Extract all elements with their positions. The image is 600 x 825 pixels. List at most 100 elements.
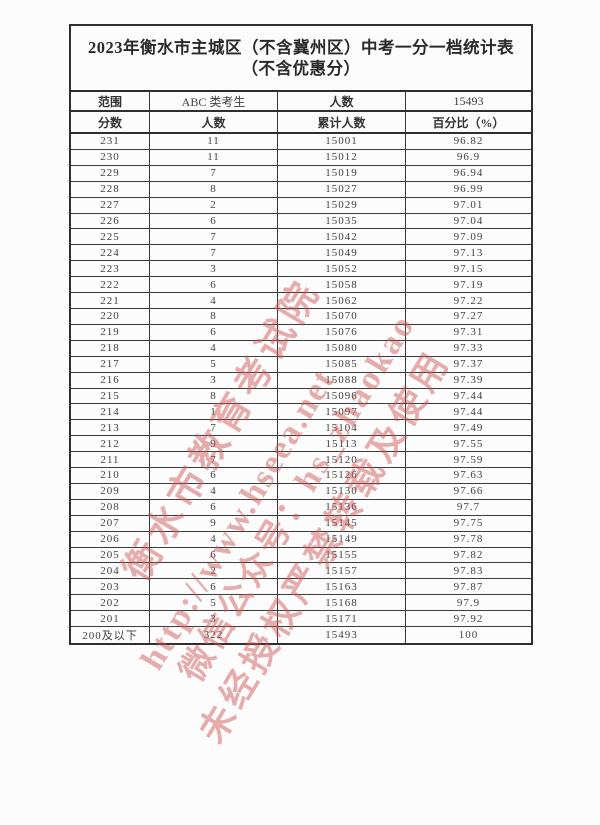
count-cell: 3: [150, 611, 278, 627]
score-cell: 226: [71, 213, 150, 229]
cumulative-cell: 15136: [278, 499, 406, 515]
count-cell: 6: [150, 324, 278, 340]
percent-cell: 97.66: [453, 485, 484, 498]
score-cell: 212: [71, 436, 150, 452]
score-cell: 202: [71, 595, 150, 611]
percent-cell: 96.94: [453, 167, 484, 180]
percent-cell: 97.44: [453, 389, 484, 402]
cumulative-cell: 15155: [278, 547, 406, 563]
score-cell: 213: [71, 420, 150, 436]
cumulative-cell: 15149: [278, 531, 406, 547]
table-row: 208 6 15136 97.7: [71, 499, 531, 516]
cumulative-cell: 15168: [278, 595, 406, 611]
count-cell: 7: [150, 165, 278, 181]
score-cell: 211: [71, 452, 150, 468]
cumulative-cell: 15130: [278, 483, 406, 499]
cumulative-cell: 15171: [278, 611, 406, 627]
count-cell: 322: [150, 627, 278, 644]
cumulative-cell: 15126: [278, 468, 406, 483]
score-cell: 209: [71, 483, 150, 499]
table-body: 231 11 15001 96.82 230 11 15012 96.9 229…: [71, 134, 531, 644]
score-cell: 205: [71, 547, 150, 563]
table-row: 226 6 15035 97.04: [71, 213, 531, 230]
percent-cell: 97.44: [453, 405, 484, 418]
table-title-line2: （不含优惠分）: [241, 59, 361, 78]
score-cell: 230: [71, 149, 150, 165]
score-cell: 223: [71, 261, 150, 277]
percent-cell: 97.7: [456, 501, 481, 514]
count-cell: 9: [150, 436, 278, 452]
score-cell: 229: [71, 165, 150, 181]
score-cell: 206: [71, 531, 150, 547]
count-cell: 7: [150, 245, 278, 261]
percent-cell: 97.13: [453, 246, 484, 259]
score-cell: 228: [71, 181, 150, 197]
count-cell: 1: [150, 404, 278, 420]
percent-cell: 97.31: [453, 326, 484, 339]
cumulative-cell: 15085: [278, 356, 406, 372]
cumulative-cell: 15076: [278, 324, 406, 340]
score-cell: 227: [71, 197, 150, 213]
table-row: 202 5 15168 97.9: [71, 595, 531, 612]
percent-cell: 97.9: [456, 596, 481, 609]
total-count-label: 人数: [278, 92, 406, 110]
table-row: 215 8 15096 97.44: [71, 388, 531, 405]
col-header-percent: 百分比（%）: [432, 115, 505, 130]
table-row: 224 7 15049 97.13: [71, 245, 531, 262]
percent-cell: 97.27: [453, 310, 484, 323]
count-cell: 7: [150, 420, 278, 436]
score-cell: 218: [71, 340, 150, 356]
percent-cell: 97.37: [453, 358, 484, 371]
table-row: 220 8 15070 97.27: [71, 308, 531, 325]
count-cell: 11: [150, 134, 278, 149]
count-cell: 8: [150, 181, 278, 197]
table-row: 207 9 15145 97.75: [71, 515, 531, 532]
range-label: 范围: [71, 92, 150, 110]
score-cell: 231: [71, 134, 150, 149]
cumulative-cell: 15035: [278, 213, 406, 229]
table-row: 206 4 15149 97.78: [71, 531, 531, 548]
cumulative-cell: 15001: [278, 134, 406, 149]
cumulative-cell: 15157: [278, 563, 406, 579]
table-row: 214 1 15097 97.44: [71, 404, 531, 421]
score-cell: 214: [71, 404, 150, 420]
count-cell: 8: [150, 308, 278, 324]
table-row: 219 6 15076 97.31: [71, 324, 531, 341]
cumulative-cell: 15042: [278, 229, 406, 245]
table-row: 223 3 15052 97.15: [71, 261, 531, 278]
table-row: 221 4 15062 97.22: [71, 293, 531, 309]
count-cell: 6: [150, 213, 278, 229]
percent-cell: 97.22: [453, 294, 484, 307]
cumulative-cell: 15027: [278, 181, 406, 197]
table-row: 203 6 15163 97.87: [71, 579, 531, 596]
table-row: 225 7 15042 97.09: [71, 229, 531, 246]
score-cell: 224: [71, 245, 150, 261]
col-header-score: 分数: [71, 112, 150, 132]
cumulative-cell: 15062: [278, 293, 406, 308]
percent-cell: 96.82: [453, 135, 484, 148]
count-cell: 6: [150, 499, 278, 515]
count-cell: 8: [150, 388, 278, 404]
table-row: 222 6 15058 97.19: [71, 277, 531, 294]
table-title: 2023年衡水市主城区（不含冀州区）中考一分一档统计表 （不含优惠分）: [71, 26, 531, 92]
table-row: 230 11 15012 96.9: [71, 149, 531, 166]
percent-cell: 96.9: [456, 151, 481, 164]
percent-cell: 97.04: [453, 214, 484, 227]
count-cell: 11: [150, 149, 278, 165]
table-row: 209 4 15130 97.66: [71, 483, 531, 500]
percent-cell: 97.33: [453, 342, 484, 355]
count-cell: 7: [150, 229, 278, 245]
col-header-count: 人数: [150, 112, 278, 132]
table-row: 216 3 15088 97.39: [71, 372, 531, 389]
table-row: 228 8 15027 96.99: [71, 181, 531, 198]
score-cell: 215: [71, 388, 150, 404]
cumulative-cell: 15163: [278, 579, 406, 595]
table-row: 231 11 15001 96.82: [71, 134, 531, 150]
count-cell: 9: [150, 515, 278, 531]
count-cell: 2: [150, 197, 278, 213]
score-cell: 225: [71, 229, 150, 245]
table-title-line1: 2023年衡水市主城区（不含冀州区）中考一分一档统计表: [88, 38, 514, 57]
percent-cell: 97.15: [453, 262, 484, 275]
cumulative-cell: 15070: [278, 308, 406, 324]
